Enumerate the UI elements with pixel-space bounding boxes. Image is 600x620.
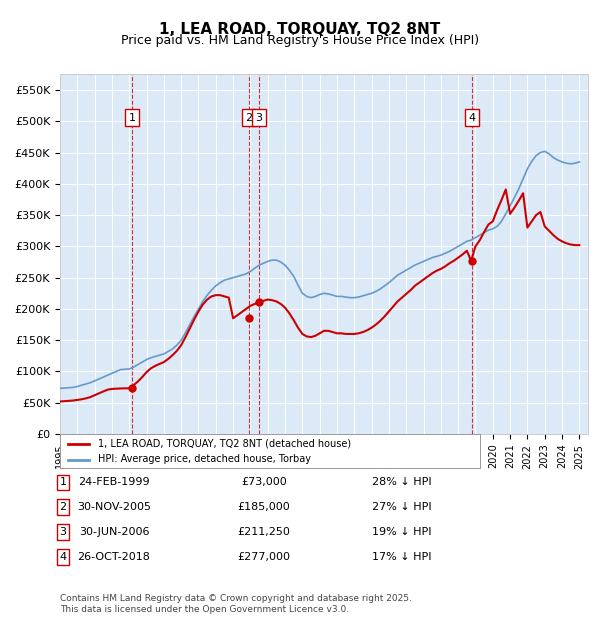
Text: 3: 3 [256, 113, 263, 123]
Text: 2: 2 [59, 502, 67, 512]
Text: 1: 1 [59, 477, 67, 487]
Text: 17% ↓ HPI: 17% ↓ HPI [372, 552, 432, 562]
Text: HPI: Average price, detached house, Torbay: HPI: Average price, detached house, Torb… [98, 454, 311, 464]
Text: £277,000: £277,000 [238, 552, 290, 562]
Text: 3: 3 [59, 527, 67, 537]
Text: 28% ↓ HPI: 28% ↓ HPI [372, 477, 432, 487]
Text: 1, LEA ROAD, TORQUAY, TQ2 8NT (detached house): 1, LEA ROAD, TORQUAY, TQ2 8NT (detached … [98, 438, 351, 448]
Text: 27% ↓ HPI: 27% ↓ HPI [372, 502, 432, 512]
Text: 4: 4 [469, 113, 476, 123]
Text: Price paid vs. HM Land Registry's House Price Index (HPI): Price paid vs. HM Land Registry's House … [121, 34, 479, 47]
Text: 24-FEB-1999: 24-FEB-1999 [78, 477, 150, 487]
Text: 4: 4 [59, 552, 67, 562]
Text: 1, LEA ROAD, TORQUAY, TQ2 8NT: 1, LEA ROAD, TORQUAY, TQ2 8NT [160, 22, 440, 37]
Text: 2: 2 [245, 113, 253, 123]
Text: £211,250: £211,250 [238, 527, 290, 537]
Text: 19% ↓ HPI: 19% ↓ HPI [372, 527, 432, 537]
Text: £185,000: £185,000 [238, 502, 290, 512]
Text: 26-OCT-2018: 26-OCT-2018 [77, 552, 151, 562]
Text: £73,000: £73,000 [241, 477, 287, 487]
Text: 1: 1 [128, 113, 136, 123]
Text: Contains HM Land Registry data © Crown copyright and database right 2025.
This d: Contains HM Land Registry data © Crown c… [60, 595, 412, 614]
Text: 30-JUN-2006: 30-JUN-2006 [79, 527, 149, 537]
Text: 30-NOV-2005: 30-NOV-2005 [77, 502, 151, 512]
